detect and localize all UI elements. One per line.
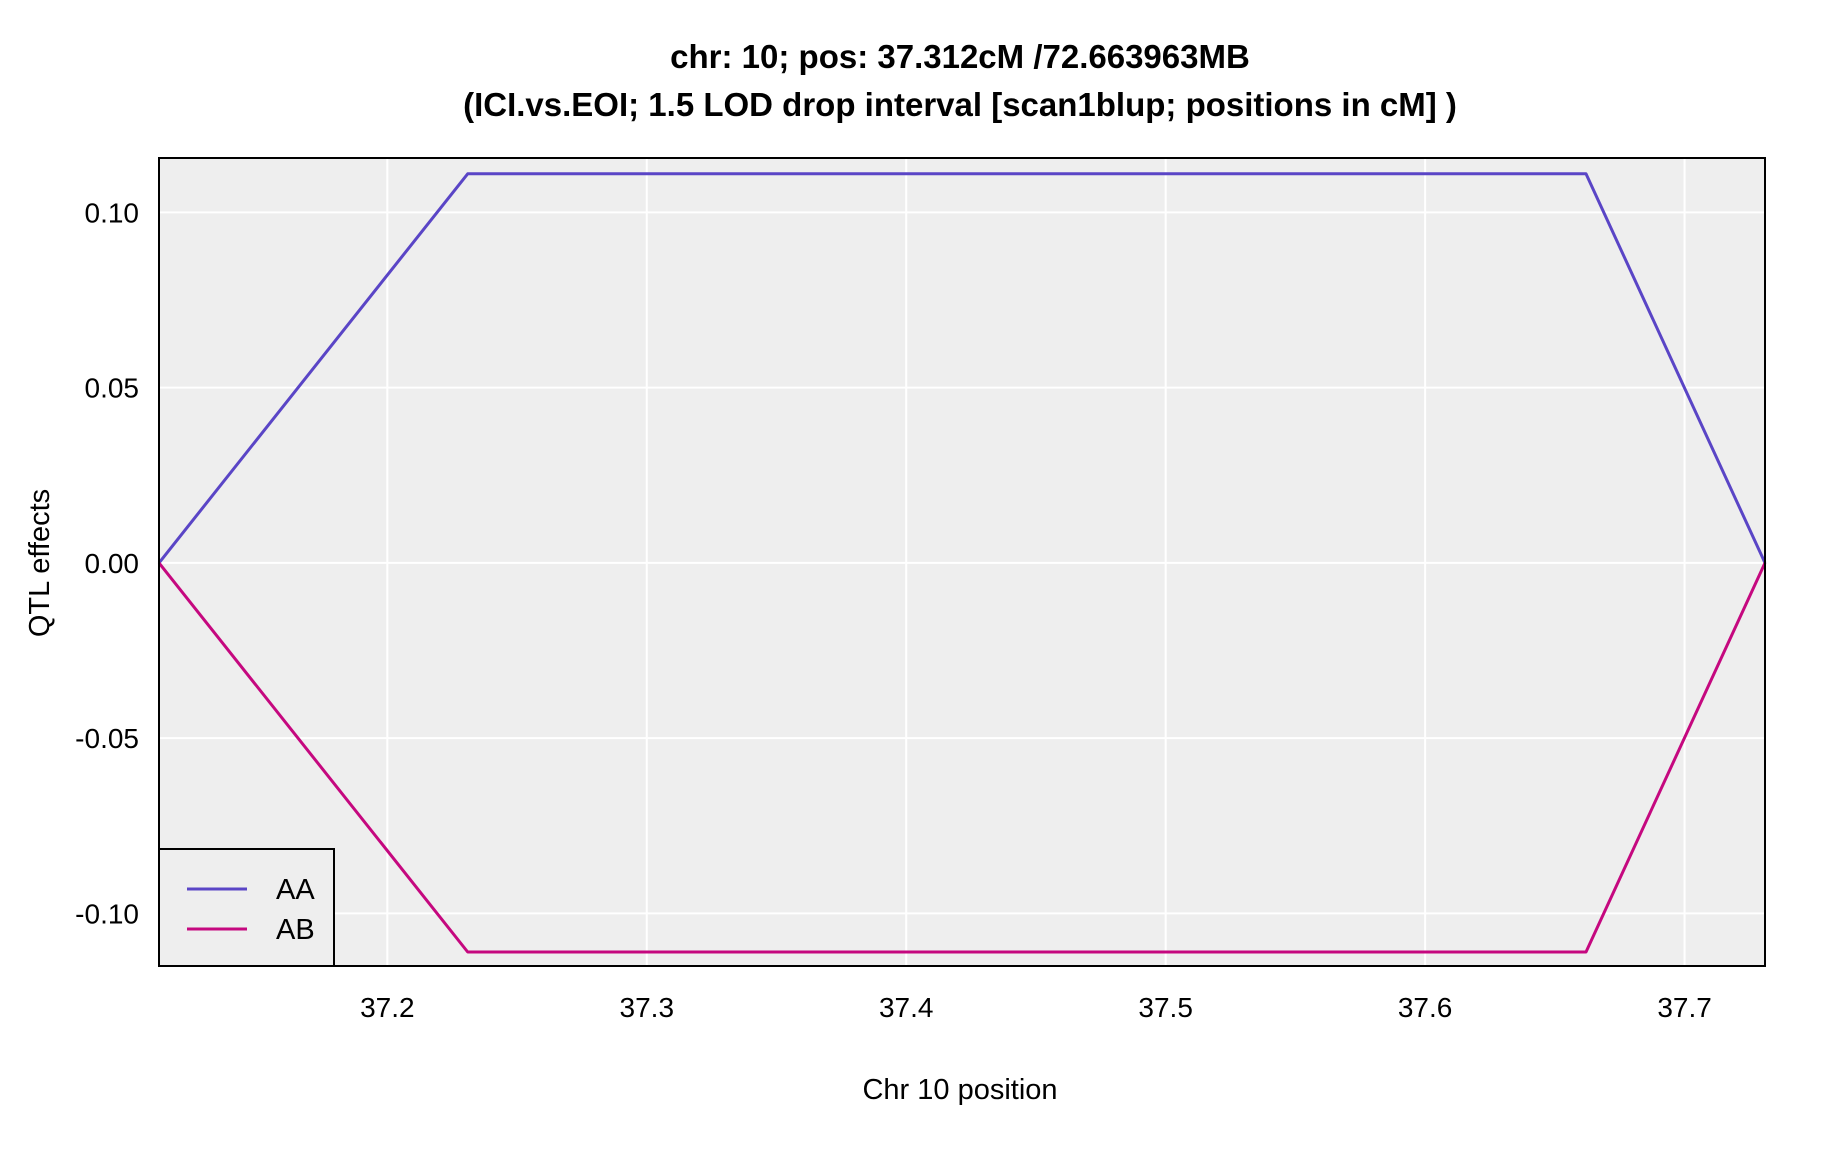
legend: AA AB: [158, 848, 335, 967]
x-tick-label: 37.4: [879, 992, 934, 1023]
x-tick-label: 37.6: [1398, 992, 1453, 1023]
series-line-ab: [157, 561, 1767, 954]
x-axis-label: Chr 10 position: [862, 1074, 1057, 1106]
y-axis-label: QTL effects: [24, 489, 56, 637]
plot-border: [158, 157, 1766, 967]
x-tick-label: 37.7: [1657, 992, 1712, 1023]
x-tick-label: 37.3: [620, 992, 675, 1023]
y-tick-label: -0.10: [75, 898, 139, 929]
legend-label-aa: AA: [276, 874, 315, 906]
series-line-aa: [157, 172, 1767, 564]
chart-title-line2: (ICI.vs.EOI; 1.5 LOD drop interval [scan…: [463, 86, 1457, 123]
legend-box: [158, 848, 335, 967]
x-tick-label: 37.2: [360, 992, 415, 1023]
y-tick-label: -0.05: [75, 723, 139, 754]
y-axis-ticks: 0.10 0.05 0.00 -0.05 -0.10: [75, 197, 139, 929]
x-tick-label: 37.5: [1138, 992, 1193, 1023]
legend-label-ab: AB: [276, 914, 315, 946]
y-tick-label: 0.00: [85, 548, 140, 579]
y-tick-label: 0.05: [85, 373, 140, 404]
grid-lines: [159, 158, 1765, 966]
chart-title-line1: chr: 10; pos: 37.312cM /72.663963MB: [670, 38, 1250, 75]
x-axis-ticks: 37.2 37.3 37.4 37.5 37.6 37.7: [360, 992, 1712, 1023]
y-tick-label: 0.10: [85, 197, 140, 228]
series-lines: [157, 172, 1767, 954]
